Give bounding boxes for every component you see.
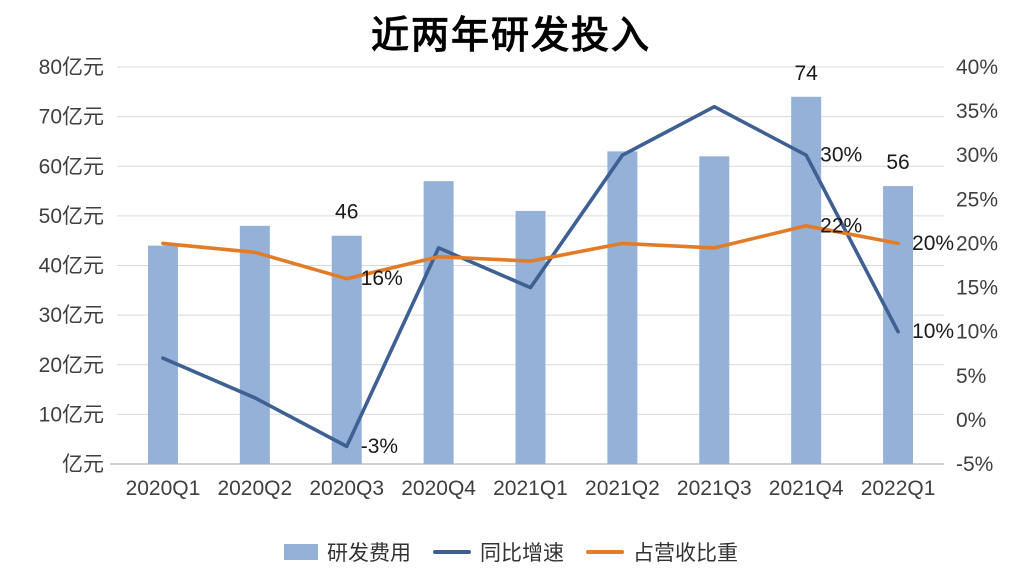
bar-2020Q1 — [147, 245, 178, 464]
data-label: 22% — [820, 214, 862, 237]
x-axis-tick-label: 2021Q4 — [769, 477, 844, 500]
x-axis-tick-label: 2020Q3 — [309, 477, 384, 500]
right-axis-tick-label: 0% — [956, 409, 986, 432]
data-label: -3% — [361, 435, 398, 458]
left-axis-tick-label: 70亿元 — [39, 106, 104, 129]
x-axis-tick-label: 2021Q3 — [677, 477, 752, 500]
revenue-share-line-swatch-icon — [586, 550, 624, 554]
line-series — [161, 224, 900, 281]
legend-label-revenue-share-line: 占营收比重 — [633, 542, 738, 565]
x-axis-tick-label: 2020Q2 — [217, 477, 292, 500]
left-axis-tick-label: 50亿元 — [39, 205, 104, 228]
right-axis-tick-label: -5% — [956, 453, 993, 476]
right-axis-tick-label: 10% — [956, 321, 998, 344]
legend-label-yoy-line: 同比增速 — [480, 542, 564, 565]
data-label: 30% — [820, 144, 862, 167]
left-axis-tick-label: 80亿元 — [39, 56, 104, 79]
data-label: 74 — [794, 62, 818, 85]
x-axis-tick-label: 2020Q1 — [126, 477, 201, 500]
right-axis-tick-label: 20% — [956, 232, 998, 255]
left-axis-tick-label: 30亿元 — [39, 304, 104, 327]
data-label: 10% — [912, 320, 954, 343]
legend-item-yoy-line: 同比增速 — [433, 537, 564, 567]
chart-title: 近两年研发投入 — [370, 15, 651, 57]
right-axis-tick-label: 40% — [956, 56, 998, 79]
bar-2021Q4 — [791, 96, 822, 465]
bar-2020Q3 — [331, 235, 362, 464]
bar-2020Q4 — [423, 181, 454, 464]
data-label: 16% — [361, 267, 403, 290]
left-axis-tick-label: 60亿元 — [39, 155, 104, 178]
x-axis-tick-label: 2021Q2 — [585, 477, 660, 500]
bar-series-swatch-icon — [284, 544, 318, 560]
data-label: 20% — [912, 232, 954, 255]
x-axis-tick-label: 2021Q1 — [493, 477, 568, 500]
chart-legend: 研发费用 同比增速 占营收比重 — [0, 537, 1022, 567]
bar-2021Q2 — [607, 151, 638, 465]
legend-item-revenue-share-line: 占营收比重 — [586, 537, 738, 567]
left-axis-tick-label: 亿元 — [62, 453, 104, 476]
right-axis-tick-label: 25% — [956, 188, 998, 211]
line-series — [161, 104, 900, 449]
bar-2021Q3 — [699, 156, 730, 464]
legend-label-bar-series: 研发费用 — [327, 542, 411, 565]
left-axis-tick-label: 10亿元 — [39, 403, 104, 426]
left-axis-tick-label: 40亿元 — [39, 255, 104, 278]
legend-item-bar-series: 研发费用 — [284, 537, 411, 567]
bar-2021Q1 — [515, 210, 546, 464]
right-axis-tick-label: 5% — [956, 365, 986, 388]
right-axis-tick-label: 15% — [956, 277, 998, 300]
bar-2022Q1 — [883, 186, 914, 464]
right-axis-tick-label: 35% — [956, 100, 998, 123]
data-label: 46 — [335, 201, 358, 224]
x-axis-tick-label: 2020Q4 — [401, 477, 476, 500]
x-axis-tick-label: 2022Q1 — [861, 477, 936, 500]
left-axis-tick-label: 20亿元 — [39, 354, 104, 377]
yoy-line-swatch-icon — [433, 550, 471, 554]
bar-2020Q2 — [239, 225, 270, 464]
data-label: 56 — [886, 151, 909, 174]
right-axis-tick-label: 30% — [956, 144, 998, 167]
